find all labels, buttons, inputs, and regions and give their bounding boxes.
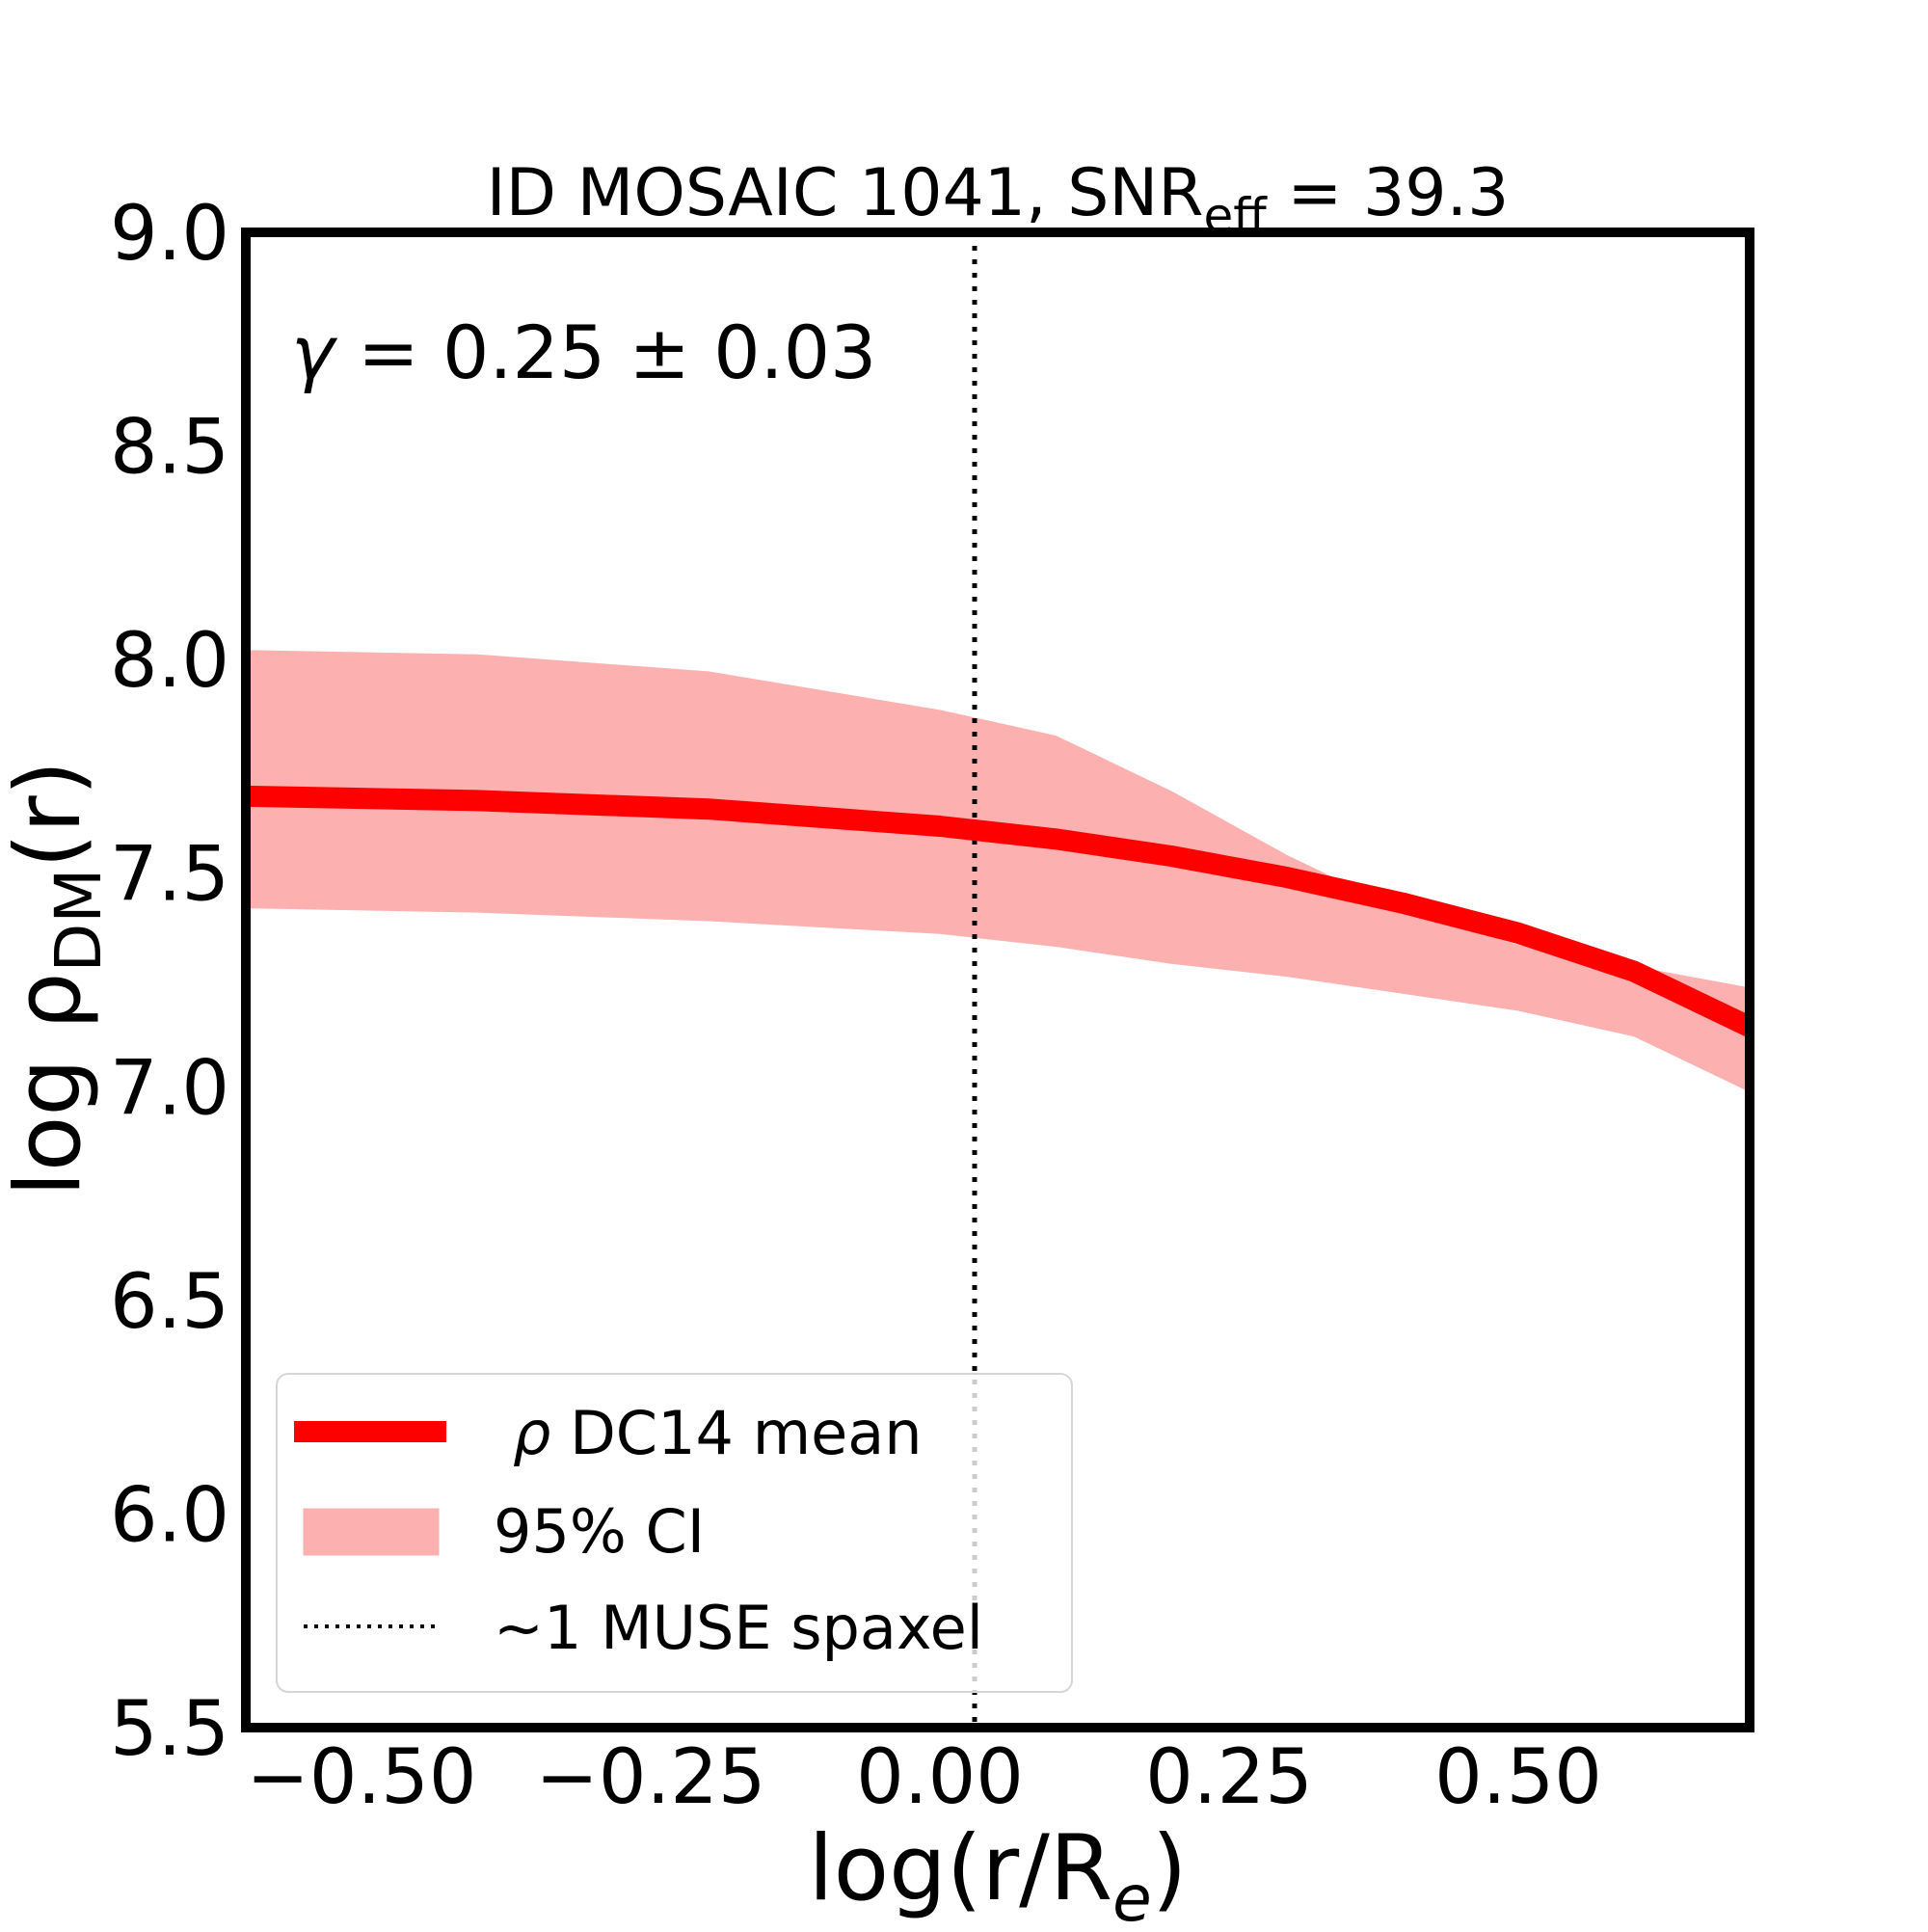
legend-mean-label: ρ DC14 mean: [513, 1398, 923, 1468]
chart-title-suffix: = 39.3: [1267, 155, 1510, 231]
x-axis-title-suffix: ): [1152, 1816, 1188, 1921]
ci-band-area: [245, 650, 1751, 1093]
gamma-annotation: γ = 0.25 ± 0.03: [291, 309, 876, 395]
legend-box: [276, 1373, 1073, 1693]
gamma-value: = 0.25 ± 0.03: [335, 309, 876, 395]
legend-mean-text: DC14 mean: [550, 1398, 922, 1468]
chart-title-prefix: ID MOSAIC 1041, SNR: [487, 155, 1204, 231]
x-axis-title: log(r/Re): [809, 1816, 1188, 1928]
x-axis-ticks: −0.50 −0.25 0.00 0.25 0.50: [246, 1734, 1601, 1821]
y-tick-label: 9.0: [110, 191, 229, 278]
x-axis-title-main: log(r/R: [809, 1816, 1113, 1921]
legend: ρ DC14 mean 95% CI ~1 MUSE spaxel: [276, 1373, 1073, 1693]
chart-title-subscript: eff: [1204, 188, 1269, 244]
gamma-symbol: γ: [291, 309, 338, 395]
legend-ci-label: 95% CI: [494, 1496, 705, 1567]
plot-frame: [241, 228, 1754, 1732]
y-axis-title-suffix: (r): [0, 761, 101, 869]
x-tick-label: −0.50: [246, 1734, 476, 1821]
x-tick-label: 0.25: [1145, 1734, 1313, 1821]
y-tick-label: 5.5: [110, 1686, 229, 1773]
y-tick-label: 6.0: [110, 1472, 229, 1559]
x-axis-title-subscript: e: [1112, 1862, 1152, 1928]
legend-ci-swatch: [303, 1508, 440, 1556]
x-tick-label: 0.00: [856, 1734, 1024, 1821]
x-tick-label: 0.50: [1434, 1734, 1602, 1821]
legend-mean-symbol: ρ: [513, 1398, 550, 1468]
y-axis-ticks: 5.5 6.0 6.5 7.0 7.5 8.0 8.5 9.0: [110, 191, 229, 1773]
y-axis-title-prefix: log ρ: [0, 972, 101, 1196]
chart-title: ID MOSAIC 1041, SNReff = 39.3: [487, 155, 1510, 244]
y-axis-title: log ρDM(r): [0, 761, 116, 1197]
y-tick-label: 7.5: [110, 832, 229, 919]
mean-density-line: [245, 785, 1754, 1037]
x-tick-label: −0.25: [535, 1734, 765, 1821]
y-tick-label: 8.0: [110, 618, 229, 705]
y-tick-label: 7.0: [110, 1045, 229, 1132]
legend-spaxel-label: ~1 MUSE spaxel: [494, 1593, 983, 1663]
y-tick-label: 8.5: [110, 405, 229, 492]
y-axis-title-subscript: DM: [41, 869, 116, 973]
y-tick-label: 6.5: [110, 1259, 229, 1346]
